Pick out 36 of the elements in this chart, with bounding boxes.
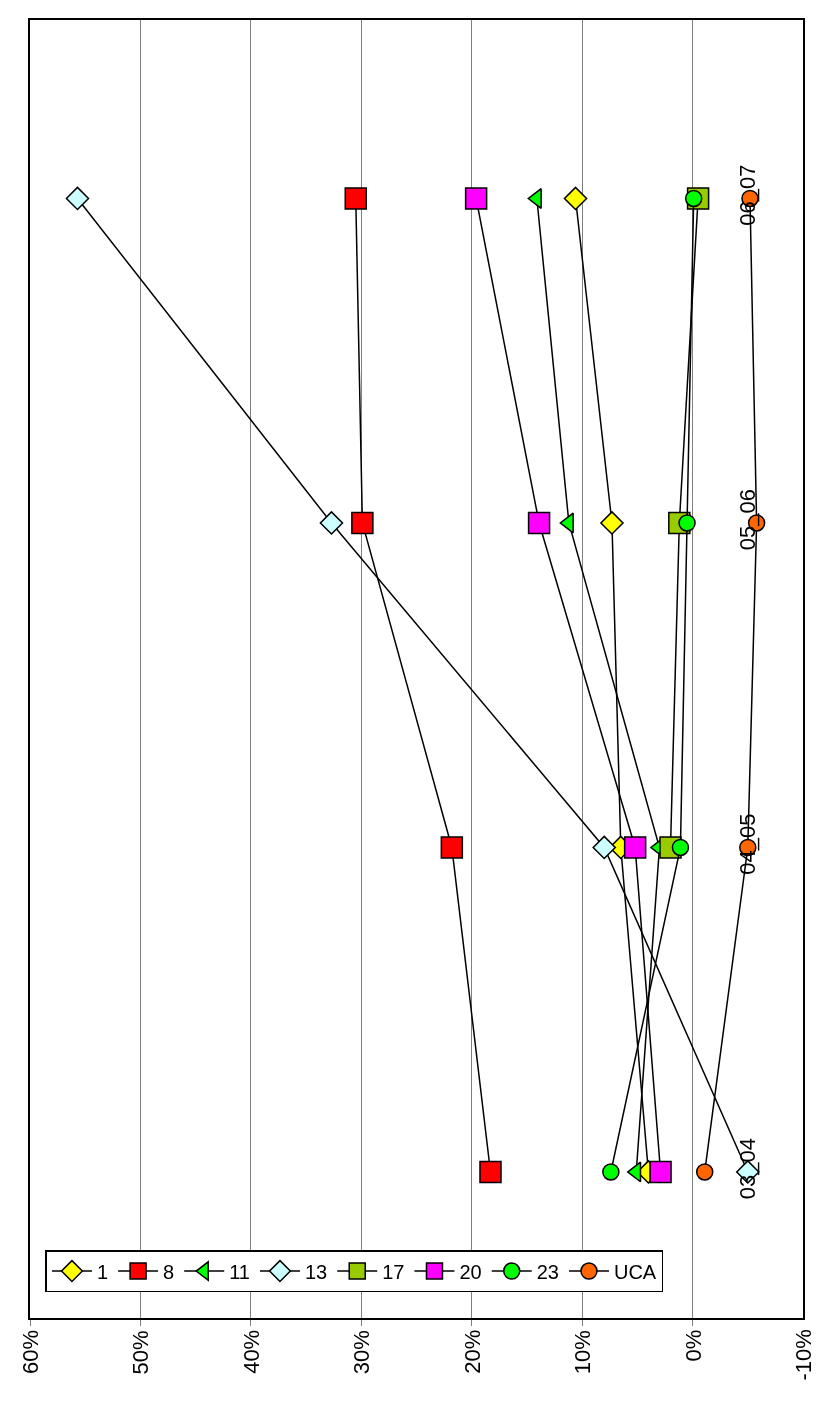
- legend-label: 23: [536, 1260, 559, 1283]
- point: [695, 1163, 714, 1181]
- y-tick-label: 03_04: [735, 1138, 760, 1200]
- x-tick-label: 0%: [680, 1329, 706, 1362]
- x-tick-label: 40%: [238, 1329, 264, 1374]
- point: [600, 511, 624, 535]
- point: [344, 187, 368, 210]
- y-tick-label: 04_05: [735, 813, 760, 875]
- point: [563, 186, 588, 211]
- point: [602, 1163, 620, 1181]
- legend-label: 1: [96, 1260, 109, 1283]
- point: [464, 187, 488, 210]
- point: [592, 835, 617, 860]
- x-tick-label: 20%: [459, 1329, 485, 1374]
- x-tick-label: 50%: [128, 1330, 154, 1375]
- point: [671, 838, 690, 857]
- legend-label: 13: [304, 1260, 328, 1283]
- point: [65, 186, 90, 211]
- legend-label: 8: [163, 1260, 175, 1283]
- x-tick-label: -10%: [790, 1329, 816, 1381]
- point: [351, 511, 374, 535]
- legend-label: UCA: [613, 1260, 657, 1283]
- x-tick-label: 10%: [570, 1330, 596, 1375]
- point: [479, 1160, 502, 1184]
- y-tick-label: 05_06: [735, 489, 760, 551]
- y-tick-label: 06_07: [735, 164, 760, 226]
- legend-label: 20: [459, 1260, 482, 1283]
- legend-label: 11: [229, 1260, 250, 1283]
- legend-label: 17: [382, 1260, 405, 1283]
- point: [440, 836, 464, 859]
- x-tick-label: 60%: [18, 1329, 43, 1374]
- point: [319, 511, 344, 535]
- point: [527, 511, 551, 535]
- point: [623, 836, 647, 859]
- x-tick-label: 30%: [349, 1330, 375, 1375]
- point: [649, 1160, 672, 1184]
